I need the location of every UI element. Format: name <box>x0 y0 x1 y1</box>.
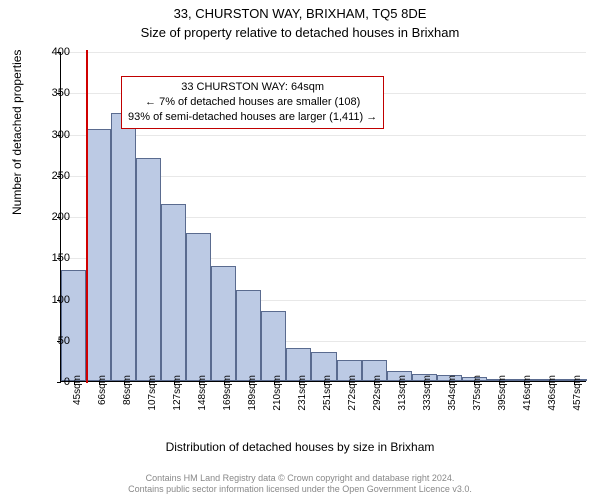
ytick-label: 250 <box>30 170 70 182</box>
y-axis-label: Number of detached properties <box>10 50 24 215</box>
xtick-label: 292sqm <box>372 375 383 415</box>
address-title: 33, CHURSTON WAY, BRIXHAM, TQ5 8DE <box>0 6 600 21</box>
ytick-label: 300 <box>30 129 70 141</box>
bar <box>136 158 161 381</box>
ytick-label: 0 <box>30 376 70 388</box>
annotation-line: 93% of semi-detached houses are larger (… <box>128 110 377 125</box>
xtick-label: 169sqm <box>222 375 233 415</box>
xtick-label: 86sqm <box>122 375 133 415</box>
bar <box>161 204 186 381</box>
xtick-label: 66sqm <box>97 375 108 415</box>
xtick-label: 231sqm <box>297 375 308 415</box>
gridline <box>61 135 586 136</box>
bar <box>236 290 261 381</box>
xtick-label: 354sqm <box>447 375 458 415</box>
xtick-label: 251sqm <box>322 375 333 415</box>
xtick-label: 436sqm <box>547 375 558 415</box>
chart-area: 45sqm 66sqm 86sqm 107sqm 127sqm 148sqm 169sqm 1… <box>60 52 586 422</box>
xtick-label: 189sqm <box>247 375 258 415</box>
xtick-label: 272sqm <box>347 375 358 415</box>
ytick-label: 400 <box>30 46 70 58</box>
bar <box>211 266 236 382</box>
xtick-label: 127sqm <box>172 375 183 415</box>
xtick-label: 45sqm <box>72 375 83 415</box>
bar <box>111 113 136 381</box>
ytick-label: 200 <box>30 211 70 223</box>
footer-line-2: Contains public sector information licen… <box>0 484 600 496</box>
xtick-label: 148sqm <box>197 375 208 415</box>
property-marker <box>86 50 88 383</box>
xtick-label: 457sqm <box>572 375 583 415</box>
ytick-label: 100 <box>30 294 70 306</box>
annotation-line: 33 CHURSTON WAY: 64sqm <box>128 80 377 95</box>
x-axis-label: Distribution of detached houses by size … <box>0 440 600 454</box>
xtick-label: 395sqm <box>497 375 508 415</box>
bar <box>86 129 111 381</box>
ytick-label: 50 <box>30 335 70 347</box>
annotation-line: ← 7% of detached houses are smaller (108… <box>128 95 377 110</box>
plot-region: 45sqm66sqm86sqm107sqm127sqm148sqm169sqm1… <box>60 52 586 382</box>
annotation-box: 33 CHURSTON WAY: 64sqm← 7% of detached h… <box>121 76 384 129</box>
xtick-label: 375sqm <box>472 375 483 415</box>
xtick-label: 210sqm <box>272 375 283 415</box>
ytick-label: 350 <box>30 87 70 99</box>
footer-line-1: Contains HM Land Registry data © Crown c… <box>0 473 600 485</box>
footer: Contains HM Land Registry data © Crown c… <box>0 473 600 496</box>
subtitle: Size of property relative to detached ho… <box>0 25 600 40</box>
xtick-label: 313sqm <box>397 375 408 415</box>
gridline <box>61 52 586 53</box>
bar <box>186 233 211 382</box>
ytick-label: 150 <box>30 252 70 264</box>
xtick-label: 333sqm <box>422 375 433 415</box>
bar <box>61 270 86 381</box>
xtick-label: 107sqm <box>147 375 158 415</box>
bar <box>261 311 286 381</box>
xtick-label: 416sqm <box>522 375 533 415</box>
